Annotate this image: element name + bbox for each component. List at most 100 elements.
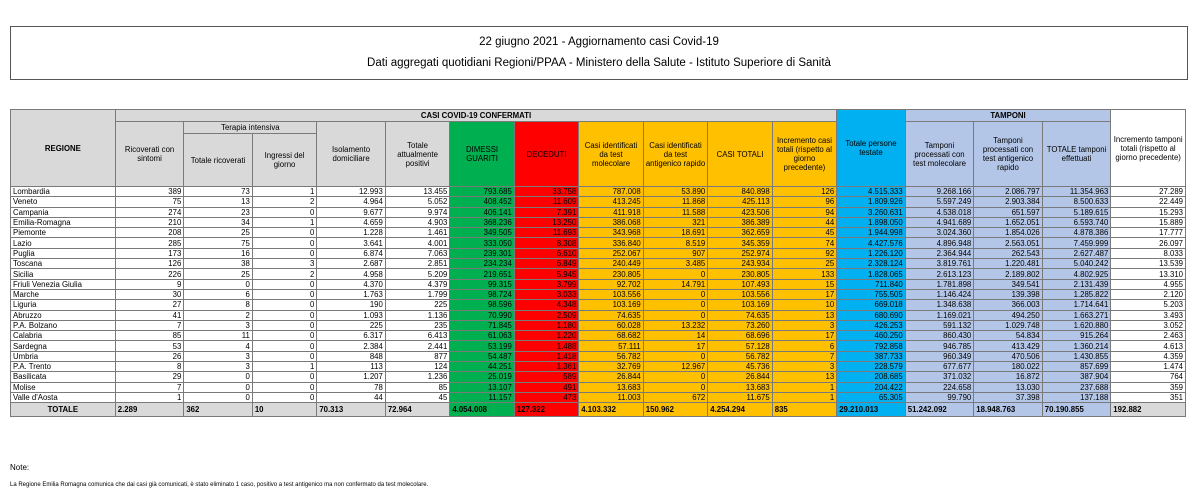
value-cell: 907 [642,247,709,260]
value-cell: 0 [251,247,318,260]
value-cell: 0 [642,268,709,280]
report-subtitle: Dati aggregati quotidiani Regioni/PPAA -… [367,57,831,69]
value-cell: 4 [183,340,253,352]
value-cell: 73.260 [707,319,773,332]
value-cell: 1.898.050 [836,216,906,229]
region-cell: Sardegna [10,340,116,352]
value-cell: 17.777 [1110,227,1186,239]
value-cell: 22.449 [1110,196,1186,208]
value-cell: 4.896.948 [904,237,975,249]
table-row: Friuli Venezia Giulia 9 0 0 4.370 4.379 99.315… [10,278,1186,290]
value-cell: 16 [183,247,253,260]
header-ingressi-giorno: Ingressi del giorno [251,133,318,187]
region-cell: Campania [10,206,116,218]
value-cell: 589 [513,371,580,383]
value-cell: 494.250 [973,309,1043,321]
value-cell: 349.541 [973,278,1043,290]
value-cell: 1.146.424 [904,288,975,301]
value-cell: 0 [183,278,253,290]
value-cell: 18.691 [642,227,709,239]
value-cell: 1 [251,361,318,373]
note-title: Note: [10,463,30,472]
table-row: Sicilia 226 25 2 4.958 5.209 219.651 5.945 230.8… [10,268,1186,280]
value-cell: 13.455 [384,185,451,198]
value-cell: 234.234 [449,258,515,270]
value-cell: 54.834 [973,330,1043,342]
value-cell: 3 [771,361,838,373]
value-cell: 0 [251,299,318,311]
value-cell: 2.131.439 [1041,278,1112,290]
value-cell: 362 [183,402,253,418]
value-cell: 2.441 [384,340,451,352]
value-cell: 7.063 [384,247,451,260]
value-cell: 13.107 [449,381,515,393]
value-cell: 3.493 [1110,309,1186,321]
value-cell: 26.097 [1110,237,1186,249]
value-cell: 17 [771,330,838,342]
value-cell: 11.003 [578,391,644,404]
header-tamponi: TAMPONI [904,109,1112,122]
header-regione: REGIONE [10,109,116,187]
value-cell: 285 [114,237,185,249]
value-cell: 68.696 [707,330,773,342]
value-cell: 387.733 [836,350,906,363]
region-cell: Friuli Venezia Giulia [10,278,116,290]
value-cell: 103.556 [578,288,644,301]
value-cell: 4.659 [316,216,386,229]
value-cell: 85 [384,381,451,393]
value-cell: 1.220.481 [973,258,1043,270]
value-cell: 386.389 [707,216,773,229]
value-cell: 2.289 [114,402,185,418]
value-cell: 349.505 [449,227,515,239]
value-cell: 72.964 [384,402,451,418]
value-cell: 0 [183,391,253,404]
value-cell: 4.964 [316,196,386,208]
header-totale-ricoverati: Totale ricoverati [183,133,253,187]
region-cell: P.A. Bolzano [10,319,116,332]
value-cell: 4.103.332 [578,402,644,418]
value-cell: 124 [384,361,451,373]
value-cell: 677.677 [904,361,975,373]
region-cell: Emilia-Romagna [10,216,116,229]
value-cell: 228.579 [836,361,906,373]
header-totale-positivi: Totale attualmente positivi [384,121,451,187]
title-box: 22 giugno 2021 - Aggiornamento casi Covi… [10,26,1188,80]
header-tamp-antigenico: Tamponi processati con test antigenico r… [973,121,1043,187]
value-cell: 2.687 [316,258,386,270]
table-row: Calabria 85 11 0 6.317 6.413 61.063 1.220 68.682… [10,330,1186,342]
header-casi-confermati: CASI COVID-19 CONFERMATI [114,109,838,122]
value-cell: 1 [114,391,185,404]
value-cell: 680.690 [836,309,906,321]
value-cell: 1.854.026 [973,227,1043,239]
value-cell: 127.322 [513,402,580,418]
value-cell: 5.945 [513,268,580,280]
value-cell: 764 [1110,371,1186,383]
value-cell: 362.659 [707,227,773,239]
region-cell: Valle d'Aosta [10,391,116,404]
value-cell: 1.169.021 [904,309,975,321]
value-cell: 0 [251,237,318,249]
value-cell: 74.635 [707,309,773,321]
value-cell: 4.538.018 [904,206,975,218]
value-cell: 190 [316,299,386,311]
value-cell: 755.505 [836,288,906,301]
value-cell: 103.556 [707,288,773,301]
value-cell: 2.903.384 [973,196,1043,208]
value-cell: 45 [384,391,451,404]
value-cell: 37.398 [973,391,1043,404]
value-cell: 425.113 [707,196,773,208]
value-cell: 351 [1110,391,1186,404]
value-cell: 0 [251,371,318,383]
value-cell: 1 [251,185,318,198]
value-cell: 27 [114,299,185,311]
value-cell: 4.359 [1110,350,1186,363]
value-cell: 7.459.999 [1041,237,1112,249]
value-cell: 1.663.271 [1041,309,1112,321]
value-cell: 208 [114,227,185,239]
value-cell: 225 [384,299,451,311]
value-cell: 2.851 [384,258,451,270]
value-cell: 192.882 [1110,402,1186,418]
value-cell: 239.301 [449,247,515,260]
header-dimessi: DIMESSI GUARITI [449,121,515,187]
value-cell: 470.506 [973,350,1043,363]
